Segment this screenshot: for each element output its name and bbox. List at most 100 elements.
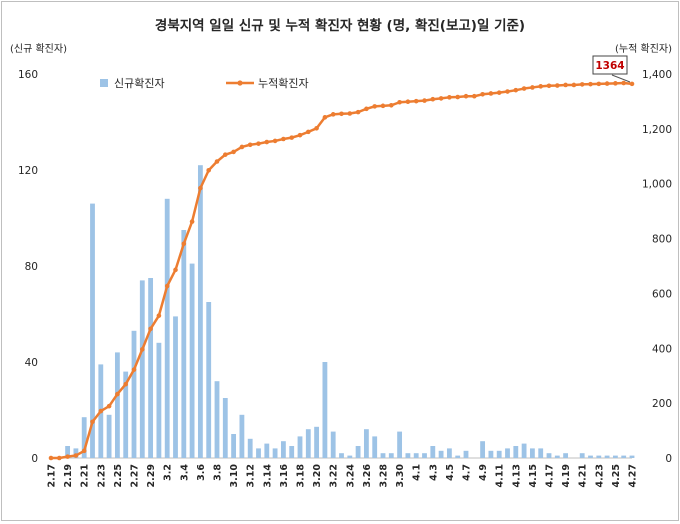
left-axis-label: (신규 확진자) xyxy=(10,43,67,55)
left-tick-label: 0 xyxy=(31,453,38,465)
line-point xyxy=(256,141,261,146)
bar xyxy=(372,436,378,458)
right-tick-label: 600 xyxy=(652,288,672,300)
right-tick-label: 200 xyxy=(652,398,672,410)
bar xyxy=(131,330,137,458)
chart-title: 경북지역 일일 신규 및 누적 확진자 현황 (명, 확진(보고)일 기준) xyxy=(155,17,525,34)
x-tick-label: 3.2 xyxy=(163,464,174,481)
bar xyxy=(422,453,427,458)
line-point xyxy=(148,326,153,332)
bar xyxy=(73,448,79,458)
bar xyxy=(588,455,593,458)
bar xyxy=(612,455,618,458)
line-point xyxy=(372,104,378,109)
x-tick-label: 3.22 xyxy=(329,464,340,487)
x-tick-label: 3.8 xyxy=(213,464,224,481)
right-axis-label: (누적 확진자) xyxy=(615,43,672,55)
legend-line-marker xyxy=(237,80,243,86)
bar xyxy=(264,443,270,458)
line-point xyxy=(48,455,54,461)
bar xyxy=(505,448,510,458)
line-point xyxy=(206,167,211,173)
x-tick-label: 2.17 xyxy=(47,464,58,487)
x-tick-label: 4.13 xyxy=(511,464,522,487)
right-tick-label: 1,400 xyxy=(642,69,672,81)
line-point xyxy=(596,81,602,87)
bar xyxy=(330,431,336,458)
x-tick-labels: 2.17 2.19 2.21 2.23 2.25 2.27 2.29 3.2 3.4 3.6 3.8… xyxy=(47,464,639,488)
x-tick-label: 2.21 xyxy=(80,464,91,487)
line-point xyxy=(281,136,286,142)
right-tick-label: 800 xyxy=(652,234,672,246)
bar xyxy=(280,441,286,458)
line-point xyxy=(604,81,610,86)
x-tick-label: 3.10 xyxy=(229,464,240,488)
line-point xyxy=(90,419,95,425)
line-point xyxy=(389,102,394,108)
line-point xyxy=(488,91,494,96)
x-tick-label: 3.28 xyxy=(379,464,390,488)
line-point xyxy=(455,94,461,100)
bar xyxy=(529,448,535,458)
axes: 0 40 80 120 160 0 200 400 600 800 1,000 1,200 1,400 xyxy=(18,69,672,465)
bar xyxy=(148,278,154,458)
bar xyxy=(363,429,369,458)
line-point xyxy=(364,106,369,112)
line-point xyxy=(347,111,353,116)
bar xyxy=(413,453,419,458)
bar xyxy=(438,450,444,458)
bar xyxy=(496,450,502,458)
bar xyxy=(339,453,344,458)
line-point xyxy=(555,83,560,88)
callout-text: 1364 xyxy=(595,60,624,72)
line-point xyxy=(73,453,79,458)
line-point xyxy=(472,93,477,99)
line-point xyxy=(289,135,295,140)
bar xyxy=(314,426,320,458)
bar xyxy=(65,446,71,458)
bar xyxy=(239,414,245,458)
x-tick-label: 3.6 xyxy=(196,464,207,481)
bar xyxy=(272,448,278,458)
legend: 신규확진자 누적확진자 xyxy=(100,77,309,90)
bar xyxy=(554,455,560,458)
line-point xyxy=(505,89,510,94)
line-point xyxy=(546,83,552,89)
bar xyxy=(206,302,212,458)
line-point xyxy=(530,85,535,90)
line-point xyxy=(538,84,543,89)
line-point xyxy=(115,391,120,397)
bar xyxy=(173,316,178,458)
line-point xyxy=(588,81,593,87)
cumulative-line xyxy=(51,81,633,460)
left-tick-label: 40 xyxy=(25,357,38,369)
x-tick-label: 3.14 xyxy=(262,464,273,488)
bar xyxy=(189,263,195,458)
line-point xyxy=(314,126,319,131)
bar xyxy=(579,453,585,458)
line-point xyxy=(297,132,303,138)
x-tick-label: 4.3 xyxy=(428,464,439,481)
x-tick-label: 4.25 xyxy=(611,464,622,487)
bar xyxy=(546,453,552,458)
bar xyxy=(164,198,170,459)
bar xyxy=(596,455,602,458)
legend-bar-swatch xyxy=(100,79,108,87)
line-point xyxy=(173,267,178,273)
line-point xyxy=(521,86,527,91)
bar xyxy=(446,448,452,458)
bar xyxy=(289,446,295,458)
x-tick-label: 4.21 xyxy=(578,464,589,487)
line-point xyxy=(397,99,402,105)
line-point xyxy=(380,103,386,109)
line-point xyxy=(247,142,253,148)
bar xyxy=(388,453,394,458)
line-point xyxy=(57,455,62,461)
line-point xyxy=(447,95,452,100)
bar xyxy=(106,414,112,458)
line-point xyxy=(413,98,419,104)
bar-series xyxy=(65,165,635,459)
bar xyxy=(397,431,403,458)
